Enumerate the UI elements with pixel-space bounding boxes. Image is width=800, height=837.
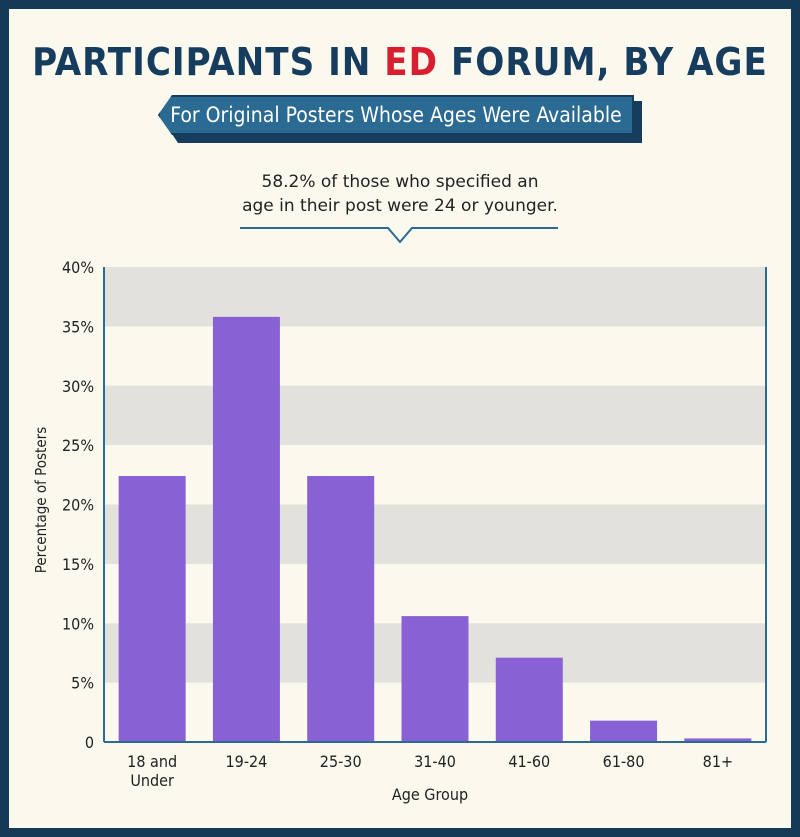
- x-tick-label: 61-80: [603, 752, 645, 771]
- bars: [118, 316, 752, 742]
- subtitle-banner: [158, 95, 634, 135]
- y-tick-label: 30%: [62, 377, 94, 396]
- y-tick-labels: 0 5% 10% 15% 20% 25% 30% 35% 40%: [62, 258, 94, 752]
- bar: [495, 657, 563, 742]
- grid-band: [105, 504, 765, 564]
- title-part-1: PARTICIPANTS IN: [32, 40, 385, 84]
- y-tick-label: 5%: [71, 674, 94, 693]
- callout-pointer: [240, 227, 558, 244]
- bar: [401, 616, 469, 742]
- y-axis-label: Percentage of Posters: [32, 427, 50, 573]
- bar: [684, 738, 752, 742]
- x-axis-label: Age Group: [392, 785, 468, 804]
- y-tick-label: 25%: [62, 436, 94, 455]
- bar: [590, 720, 658, 742]
- x-tick-label: 41-60: [508, 752, 550, 771]
- grid-band: [105, 385, 765, 446]
- grid-band: [105, 267, 765, 327]
- x-tick-label: 25-30: [320, 752, 362, 771]
- y-tick-label: 0: [85, 733, 94, 752]
- y-tick-label: 40%: [62, 258, 94, 277]
- page-title: PARTICIPANTS IN ED FORUM, BY AGE: [0, 40, 800, 84]
- callout-text: 58.2% of those who specified an age in t…: [200, 170, 600, 218]
- callout-line-1: 58.2% of those who specified an: [261, 172, 539, 192]
- x-tick-label: 31-40: [414, 752, 456, 771]
- x-tick-label: 18 and Under: [127, 752, 177, 790]
- y-tick-label: 35%: [62, 317, 94, 336]
- x-tick-label: 81+: [703, 752, 733, 771]
- y-tick-label: 10%: [62, 614, 94, 633]
- x-tick-labels: 18 and Under 19-24 25-30 31-40 41-60 61-80 81+: [127, 752, 733, 790]
- title-accent: ED: [384, 40, 439, 84]
- y-tick-label: 20%: [62, 496, 94, 515]
- bar: [118, 476, 186, 742]
- title-part-2: FORUM, BY AGE: [438, 40, 768, 84]
- callout-line-2: age in their post were 24 or younger.: [242, 196, 558, 216]
- bar: [307, 476, 375, 742]
- y-tick-label: 15%: [62, 555, 94, 574]
- bar: [212, 316, 280, 742]
- subtitle-text: For Original Posters Whose Ages Were Ava…: [170, 103, 622, 127]
- x-tick-label: 19-24: [226, 752, 268, 771]
